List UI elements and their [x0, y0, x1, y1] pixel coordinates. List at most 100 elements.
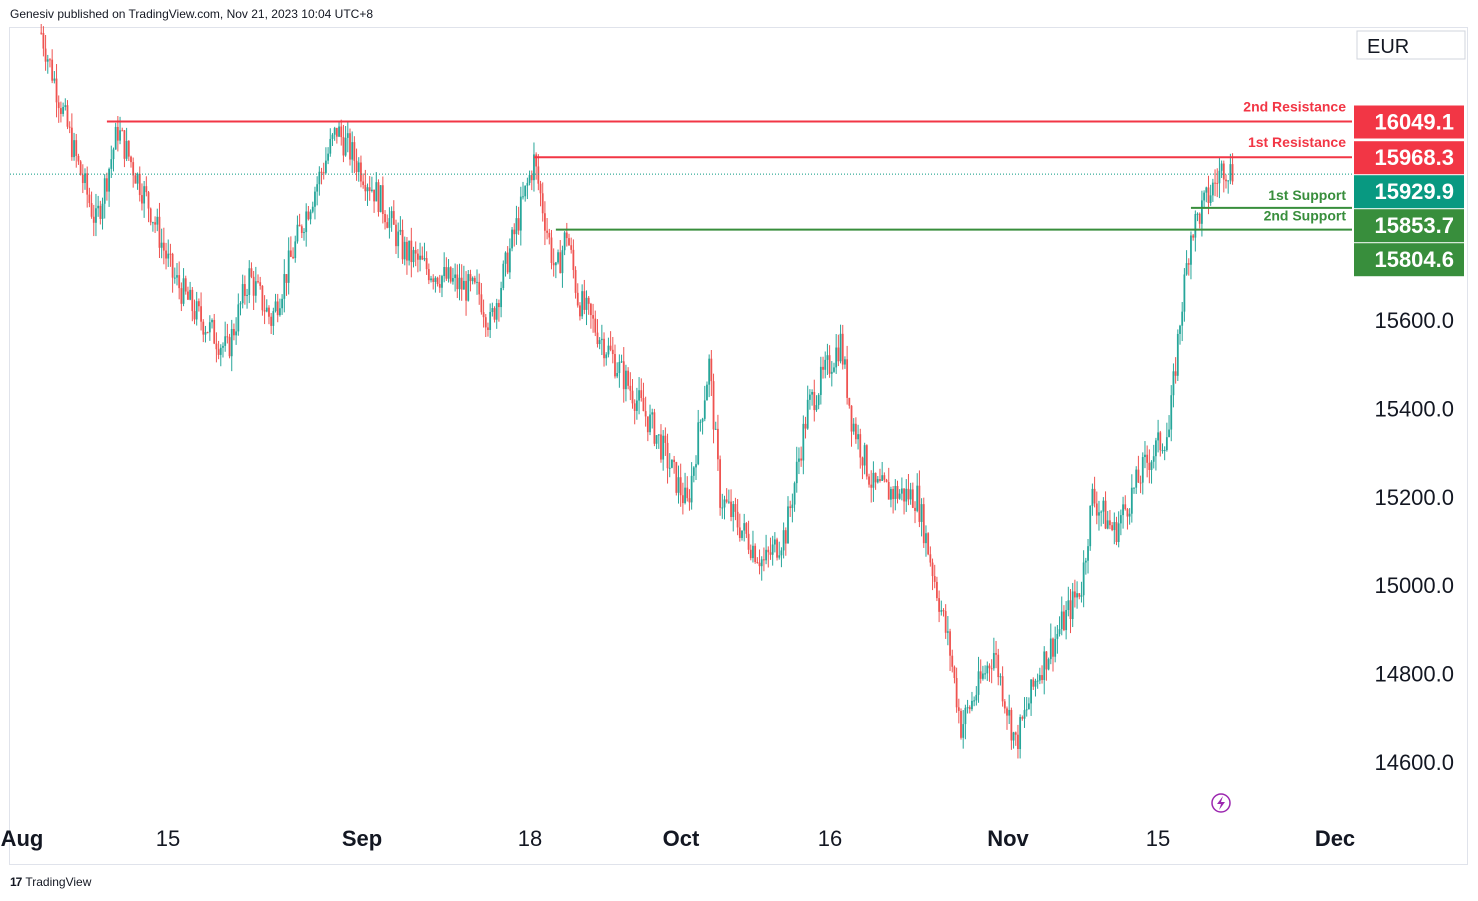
candle-body: [189, 289, 192, 300]
candle-body: [456, 274, 459, 290]
candle-body: [723, 499, 726, 508]
candle-body: [1021, 717, 1024, 719]
y-tick-label: 15600.0: [1374, 308, 1454, 333]
candle-body: [136, 173, 139, 184]
price-tag[interactable]: [1354, 209, 1464, 243]
candle-body: [487, 327, 489, 330]
candle-body: [143, 186, 146, 204]
candle-body: [817, 394, 820, 406]
lightning-icon[interactable]: [1211, 793, 1231, 813]
candle-body: [673, 459, 676, 463]
candle-body: [495, 303, 498, 320]
candle-body: [1196, 213, 1199, 215]
candle-body: [642, 398, 645, 412]
candle-body: [64, 105, 67, 107]
price-tag[interactable]: [1354, 243, 1464, 277]
candle-body: [1030, 679, 1032, 704]
candle-body: [1203, 192, 1205, 201]
candle-body: [84, 173, 86, 184]
candle-body: [1128, 513, 1131, 517]
candle-body: [344, 137, 347, 156]
candle-body: [896, 486, 899, 499]
candle-body: [1019, 717, 1022, 750]
candle-body: [692, 467, 695, 476]
candle-body: [752, 545, 754, 559]
candle-body: [425, 258, 428, 270]
candle-body: [243, 284, 246, 296]
candle-body: [357, 162, 360, 172]
candle-body: [1080, 595, 1083, 597]
candle-body: [342, 137, 345, 156]
candle-body: [944, 611, 947, 633]
candle-body: [419, 255, 421, 260]
candle-body: [539, 183, 542, 194]
candle-body: [318, 171, 321, 185]
candle-body: [438, 284, 441, 288]
candle-body: [999, 676, 1002, 678]
candle-body: [276, 301, 279, 316]
candle-body: [631, 390, 634, 404]
candle-body: [776, 539, 778, 558]
candle-body: [471, 277, 474, 282]
candle-body: [977, 671, 980, 695]
candle-body: [605, 354, 608, 359]
candle-body: [366, 187, 369, 192]
candle-body: [108, 168, 110, 192]
candle-body: [701, 418, 704, 422]
candle-body: [1098, 512, 1100, 516]
candle-body: [833, 367, 835, 372]
candle-body: [75, 140, 78, 156]
currency-box[interactable]: [1356, 30, 1466, 60]
candle-body: [292, 256, 294, 259]
candle-body: [134, 175, 137, 184]
candle-body: [883, 475, 886, 480]
candle-body: [1067, 600, 1070, 610]
candle-body: [697, 422, 700, 465]
candle-body: [563, 232, 566, 251]
candle-body: [675, 462, 678, 493]
candle-body: [640, 390, 643, 399]
candle-body: [940, 610, 943, 612]
candle-body: [741, 530, 743, 538]
candle-body: [824, 359, 827, 370]
price-tag[interactable]: [1354, 105, 1464, 139]
candle-body: [491, 308, 494, 313]
candle-body: [646, 416, 649, 433]
candle-body: [180, 288, 183, 304]
candle-body: [717, 428, 719, 460]
candle-body: [173, 277, 176, 279]
candle-body: [200, 306, 202, 322]
candle-body: [70, 127, 73, 158]
candle-body: [397, 231, 400, 247]
candle-body: [861, 457, 864, 466]
candle-body: [119, 130, 121, 141]
candle-body: [476, 281, 478, 283]
candle-body: [524, 185, 527, 197]
candle-body: [49, 59, 51, 61]
candle-body: [1163, 450, 1166, 452]
price-tag[interactable]: [1354, 141, 1464, 175]
candle-body: [452, 278, 454, 282]
candle-body: [73, 140, 75, 158]
candle-body: [1170, 395, 1173, 430]
candle-body: [703, 400, 706, 419]
candle-body: [815, 405, 818, 411]
candle-body: [204, 332, 207, 335]
candle-body: [848, 397, 851, 406]
y-tick-label: 14600.0: [1374, 750, 1454, 775]
candle-body: [541, 193, 544, 214]
candle-body: [165, 250, 167, 259]
candle-body: [1017, 734, 1019, 750]
candle-body: [894, 486, 897, 500]
candle-body: [151, 222, 154, 224]
candle-body: [1115, 522, 1118, 543]
candle-body: [1155, 440, 1157, 457]
candle-body: [162, 242, 165, 251]
candle-body: [982, 673, 984, 679]
candle-body: [533, 154, 535, 181]
candle-body: [375, 182, 378, 202]
candle-body: [421, 255, 424, 260]
candle-body: [368, 187, 371, 192]
price-tag[interactable]: [1354, 175, 1464, 209]
